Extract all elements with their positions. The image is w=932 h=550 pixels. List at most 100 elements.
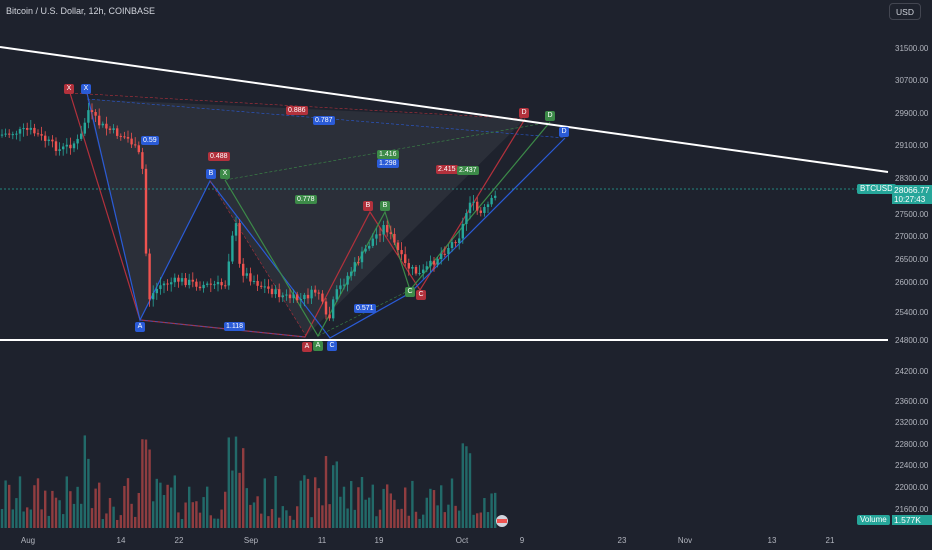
y-tick: 23600.00 xyxy=(895,397,929,406)
volume-bar xyxy=(472,514,475,528)
volume-bar xyxy=(87,458,90,528)
volume-bar xyxy=(152,501,155,528)
volume-bar xyxy=(468,453,472,528)
volume-bar xyxy=(450,478,454,528)
point-d-red[interactable]: D xyxy=(519,108,529,118)
candle-body xyxy=(292,294,295,299)
volume-bar xyxy=(22,511,25,528)
volume-bar xyxy=(198,512,202,528)
ratio-label[interactable]: 1.416 xyxy=(377,150,399,159)
candle-body xyxy=(335,289,338,300)
x-tick: 19 xyxy=(374,536,384,545)
y-tick: 22000.00 xyxy=(895,483,929,492)
candle-body xyxy=(216,282,220,285)
volume-bar xyxy=(47,515,50,528)
ratio-label[interactable]: 0.886 xyxy=(286,106,308,115)
point-a-green[interactable]: A xyxy=(313,341,323,351)
point-c-red[interactable]: C xyxy=(416,290,426,300)
volume-bar xyxy=(335,461,338,528)
candle-body xyxy=(324,301,328,315)
point-c-blue[interactable]: C xyxy=(327,341,337,351)
candle-body xyxy=(479,210,482,213)
candle-body xyxy=(317,292,320,294)
y-tick: 29100.00 xyxy=(895,141,929,150)
volume-bar xyxy=(33,485,36,528)
candle-body xyxy=(36,133,40,135)
point-d-blue[interactable]: D xyxy=(559,127,569,137)
candle-body xyxy=(11,134,14,136)
ratio-label[interactable]: 0.787 xyxy=(313,116,335,125)
candle-body xyxy=(396,242,400,251)
point-b-blue[interactable]: B xyxy=(206,169,216,179)
candle-body xyxy=(98,115,101,126)
volume-bar xyxy=(252,502,256,528)
candle-body xyxy=(274,289,277,295)
volume-bar xyxy=(299,480,302,528)
point-a-red[interactable]: A xyxy=(302,342,312,352)
ratio-label[interactable]: 0.778 xyxy=(295,195,317,204)
point-x-green[interactable]: X xyxy=(220,169,230,179)
ratio-label[interactable]: 1.298 xyxy=(377,159,399,168)
point-b-red[interactable]: B xyxy=(363,201,373,211)
volume-bar xyxy=(123,485,126,528)
candle-body xyxy=(123,136,126,138)
volume-bar xyxy=(26,507,29,528)
currency-button[interactable]: USD xyxy=(889,3,921,20)
volume-bar xyxy=(407,515,410,528)
point-x-red[interactable]: X xyxy=(64,84,74,94)
volume-bar xyxy=(486,512,490,528)
ratio-label[interactable]: 1.118 xyxy=(224,322,245,331)
candle-body xyxy=(108,128,112,130)
volume-bar xyxy=(353,509,356,528)
candle-body xyxy=(29,127,32,130)
ratio-label[interactable]: 2.437 xyxy=(457,166,479,175)
candle-body xyxy=(303,294,306,300)
volume-bar xyxy=(4,480,7,528)
point-a-blue[interactable]: A xyxy=(135,322,145,332)
volume-bar xyxy=(389,493,392,528)
candle-body xyxy=(263,286,266,288)
candle-body xyxy=(83,122,86,134)
point-b-green[interactable]: B xyxy=(380,201,390,211)
ratio-label[interactable]: 2.415 xyxy=(436,165,458,174)
candle-body xyxy=(429,260,432,267)
y-tick: 22400.00 xyxy=(895,461,929,470)
ratio-label[interactable]: 0.488 xyxy=(208,152,230,161)
volume-bar xyxy=(234,436,238,528)
volume-bar xyxy=(15,498,18,528)
volume-bar xyxy=(360,476,364,528)
point-x-blue[interactable]: X xyxy=(81,84,91,94)
x-tick: 21 xyxy=(825,536,835,545)
point-c-green[interactable]: C xyxy=(405,287,415,297)
y-tick: 25400.00 xyxy=(895,308,929,317)
volume-bar xyxy=(83,435,86,528)
ratio-label[interactable]: 0.59 xyxy=(141,136,159,145)
candle-body xyxy=(414,267,418,274)
x-tick: 23 xyxy=(617,536,627,545)
volume-bar xyxy=(29,509,32,528)
volume-bar xyxy=(350,481,353,528)
volume-bar xyxy=(126,478,130,528)
volume-bar xyxy=(342,486,346,528)
volume-bar xyxy=(393,499,396,528)
y-tick: 30700.00 xyxy=(895,76,929,85)
volume-bar xyxy=(278,517,281,528)
candle-body xyxy=(180,278,184,282)
volume-bar xyxy=(62,514,65,528)
volume-bar xyxy=(108,498,112,528)
candle-body xyxy=(486,204,490,208)
candle-body xyxy=(447,247,450,254)
volume-bar xyxy=(454,505,457,528)
volume-bar xyxy=(382,488,385,528)
volume-bar xyxy=(112,506,115,528)
candle-body xyxy=(278,289,281,298)
candle-body xyxy=(238,223,241,264)
point-d-green[interactable]: D xyxy=(545,111,555,121)
volume-bar xyxy=(378,509,382,528)
candle-body xyxy=(141,152,144,169)
volume-bar xyxy=(159,482,162,528)
volume-bar xyxy=(141,439,144,528)
ratio-label[interactable]: 0.571 xyxy=(354,304,376,313)
candle-body xyxy=(72,143,76,149)
